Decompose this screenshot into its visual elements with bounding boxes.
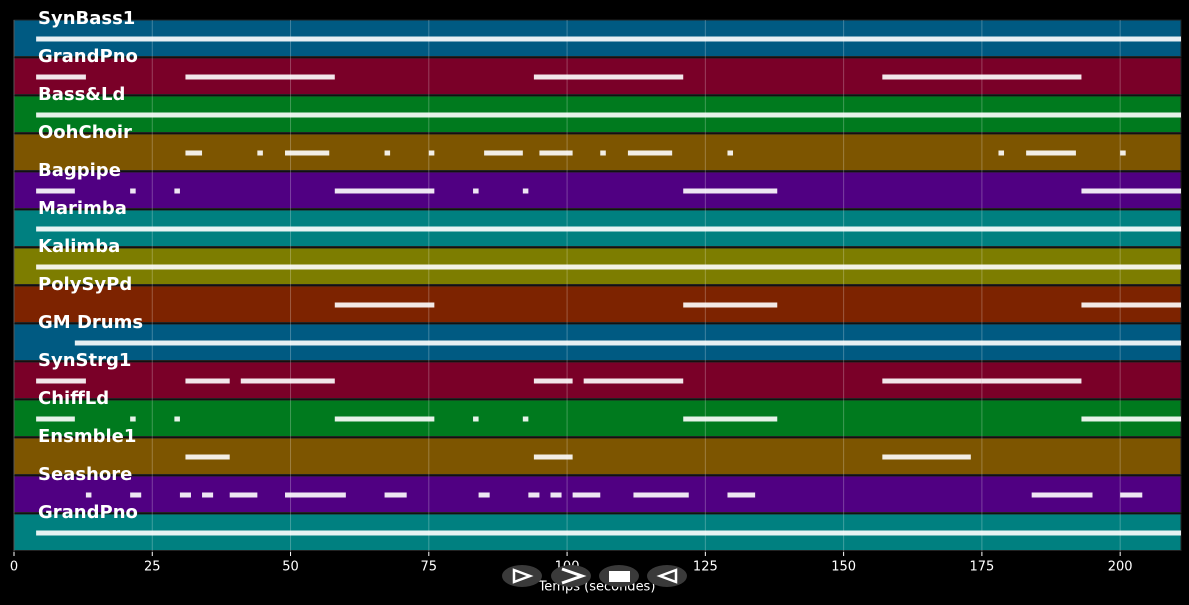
note-segment [1081, 188, 1181, 194]
note-segment [36, 188, 75, 194]
note-segment [533, 454, 573, 460]
note-segment [533, 74, 684, 80]
track-name: SynBass1 [38, 8, 135, 29]
note-segment [473, 416, 479, 422]
note-segment [522, 188, 529, 194]
note-segment [74, 340, 1181, 346]
note-segment [285, 492, 346, 498]
track-name: Bagpipe [38, 160, 121, 181]
note-segment [202, 492, 214, 498]
note-segment [550, 492, 562, 498]
note-segment [85, 492, 92, 498]
note-segment [981, 378, 1082, 384]
note-segment [185, 74, 335, 80]
note-segment [174, 188, 180, 194]
note-segment [583, 378, 684, 384]
track-name: Ensmble1 [38, 426, 136, 447]
note-segment [478, 492, 490, 498]
note-segment [727, 150, 734, 156]
track-name: Kalimba [38, 236, 120, 257]
note-segment [334, 302, 435, 308]
note-segment [683, 188, 778, 194]
note-segment [130, 188, 136, 194]
note-segment [285, 150, 330, 156]
note-segment [185, 378, 230, 384]
note-segment [174, 416, 180, 422]
x-tick-label: 125 [693, 560, 718, 575]
note-segment [473, 188, 479, 194]
track-name: Marimba [38, 198, 127, 219]
track-name: GM Drums [38, 312, 143, 333]
track-name: Bass&Ld [38, 84, 125, 105]
track-name: GrandPno [38, 46, 138, 67]
track-name: Seashore [38, 464, 132, 485]
stop-button[interactable] [599, 565, 639, 587]
note-segment [185, 454, 230, 460]
note-segment [36, 530, 1182, 536]
note-segment [998, 150, 1005, 156]
track-row [13, 285, 1182, 323]
note-segment [572, 492, 601, 498]
note-segment [882, 378, 982, 384]
forward-button[interactable] [551, 565, 591, 587]
back-button[interactable] [647, 565, 687, 587]
note-segment [528, 492, 540, 498]
play-button[interactable] [502, 565, 542, 587]
note-segment [384, 492, 407, 498]
track-name: OohChoir [38, 122, 132, 143]
note-segment [36, 36, 1182, 42]
note-segment [179, 492, 191, 498]
track-name: ChiffLd [38, 388, 109, 409]
note-segment [1081, 302, 1181, 308]
note-segment [627, 150, 673, 156]
note-segment [539, 150, 573, 156]
note-segment [882, 74, 1082, 80]
track-name: SynStrg1 [38, 350, 131, 371]
note-segment [1120, 492, 1143, 498]
note-segment [633, 492, 689, 498]
note-segment [600, 150, 606, 156]
note-segment [683, 302, 778, 308]
x-tick-label: 200 [1108, 560, 1133, 575]
note-segment [1081, 416, 1181, 422]
x-tick-label: 25 [144, 560, 161, 575]
note-segment [522, 416, 529, 422]
note-segment [257, 150, 263, 156]
note-segment [185, 150, 203, 156]
transport-controls [502, 565, 687, 587]
note-segment [882, 454, 971, 460]
note-segment [1026, 150, 1076, 156]
note-segment [428, 150, 435, 156]
note-segment [229, 492, 258, 498]
note-segment [384, 150, 391, 156]
note-segment [484, 150, 523, 156]
track-row [13, 133, 1182, 171]
track-name: GrandPno [38, 502, 138, 523]
note-segment [130, 416, 136, 422]
note-segment [36, 416, 75, 422]
note-segment [334, 188, 435, 194]
note-segment [727, 492, 756, 498]
note-segment [334, 416, 435, 422]
x-tick-label: 75 [421, 560, 438, 575]
note-segment [36, 264, 1182, 270]
x-tick-label: 0 [10, 560, 18, 575]
x-tick-label: 175 [969, 560, 994, 575]
x-tick-label: 150 [831, 560, 856, 575]
note-segment [1031, 492, 1093, 498]
track-row [13, 399, 1182, 437]
note-segment [36, 112, 1182, 118]
note-segment [1120, 150, 1126, 156]
note-segment [683, 416, 778, 422]
note-segment [533, 378, 573, 384]
note-segment [36, 74, 86, 80]
track-row [13, 171, 1182, 209]
track-name: PolySyPd [38, 274, 132, 295]
note-segment [240, 378, 335, 384]
note-segment [36, 226, 1182, 232]
note-segment [36, 378, 86, 384]
note-segment [130, 492, 142, 498]
x-tick-label: 50 [282, 560, 299, 575]
